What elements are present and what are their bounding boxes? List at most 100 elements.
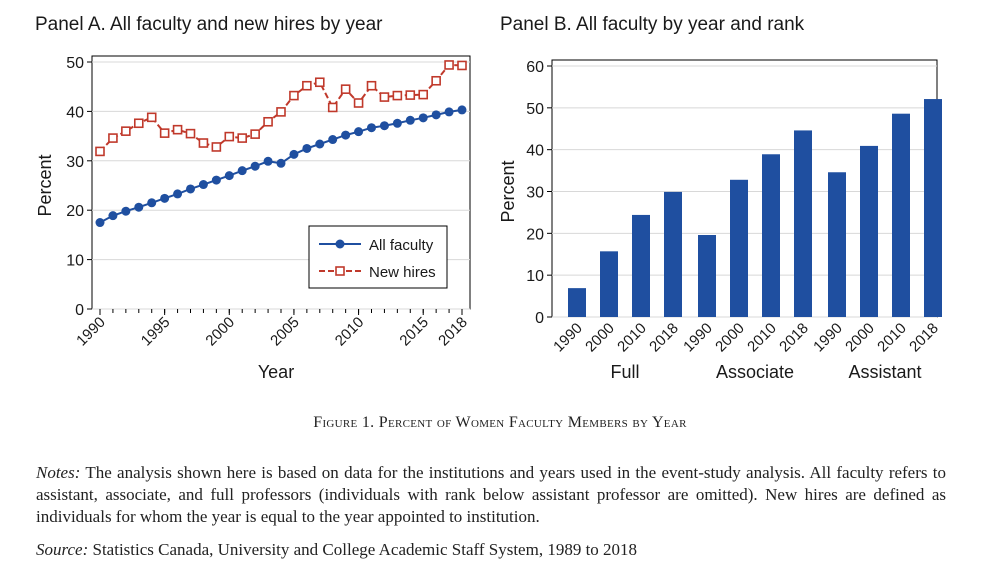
all-faculty-point <box>147 198 157 208</box>
source-label: Source: <box>36 540 89 559</box>
all-faculty-point <box>418 113 428 123</box>
panel-a-xtick-label: 2010 <box>332 314 368 350</box>
bar-assistant-2018 <box>924 99 942 317</box>
new-hires-point <box>418 89 429 100</box>
new-hires-point <box>457 60 467 71</box>
panel-a-ytick-label: 30 <box>66 154 84 171</box>
all-faculty-point <box>134 202 144 212</box>
panel-a-ytick-label: 0 <box>75 302 84 319</box>
panel-a-legend-box <box>308 225 448 289</box>
bar-assistant-1990 <box>828 172 846 317</box>
all-faculty-point <box>108 211 118 221</box>
new-hires-point <box>431 75 441 86</box>
panel-a-xtick-label: 1990 <box>73 314 109 350</box>
figure-caption-text: Percent of Women Faculty Members by Year <box>378 414 687 431</box>
panel-a-title: Panel A. All faculty and new hires by ye… <box>35 14 383 35</box>
legend-label-new-hires: New hires <box>369 264 436 281</box>
new-hires-point <box>185 128 196 139</box>
panel-a-ytick-label: 50 <box>66 55 84 72</box>
new-hires-point <box>121 126 131 136</box>
new-hires-point <box>263 116 273 127</box>
panel-a-xtick-label: 2005 <box>267 314 303 350</box>
all-faculty-point <box>250 161 260 171</box>
all-faculty-point <box>302 143 312 153</box>
all-faculty-point <box>315 139 325 149</box>
new-hires-point <box>159 128 170 138</box>
new-hires-point <box>237 133 248 143</box>
panel-b-ytick-label: 10 <box>526 268 544 285</box>
panel-a-xtick-label: 2018 <box>435 314 471 350</box>
all-faculty-point <box>121 206 131 216</box>
panel-b-xtick-label: 2000 <box>842 320 878 356</box>
new-hires-point <box>405 90 416 100</box>
bar-full-2018 <box>664 191 682 317</box>
bar-associate-2018 <box>794 130 812 317</box>
panel-b-xtick-label: 2018 <box>906 320 942 356</box>
panel-b-ytick-label: 20 <box>526 226 544 243</box>
new-hires-point <box>314 77 325 88</box>
panel-b-xtick-label: 1990 <box>810 320 846 356</box>
new-hires-point <box>444 60 454 70</box>
bar-associate-1990 <box>698 235 716 317</box>
all-faculty-point <box>431 110 441 120</box>
all-faculty-point <box>276 158 286 168</box>
figure-source: Source: Statistics Canada, University an… <box>36 540 637 560</box>
group-label-assistant: Assistant <box>848 362 921 382</box>
group-label-full: Full <box>610 362 639 382</box>
all-faculty-point <box>186 184 195 194</box>
legend-marker-new-hires <box>335 266 345 276</box>
panel-b-bar-chart: 0102030405060Percent1990200020102018Full… <box>498 59 942 382</box>
all-faculty-point <box>405 115 415 125</box>
all-faculty-point <box>237 166 247 176</box>
new-hires-point <box>146 112 157 123</box>
panel-b-title: Panel B. All faculty by year and rank <box>500 14 805 35</box>
bar-associate-2010 <box>762 154 780 317</box>
new-hires-point <box>224 131 235 142</box>
new-hires-point <box>198 138 209 148</box>
all-faculty-point <box>367 123 376 133</box>
new-hires-point <box>392 90 403 101</box>
new-hires-point <box>327 102 338 113</box>
bar-assistant-2010 <box>892 113 910 317</box>
bar-full-1990 <box>568 288 586 317</box>
bar-assistant-2000 <box>860 145 878 317</box>
new-hires-point <box>289 90 299 101</box>
all-faculty-point <box>444 107 454 117</box>
panel-a-yaxis-label: Percent <box>35 154 55 216</box>
all-faculty-point <box>95 218 105 228</box>
new-hires-point <box>353 98 364 108</box>
all-faculty-point <box>263 156 273 166</box>
panel-b-xtick-label: 2010 <box>744 320 780 356</box>
all-faculty-point <box>173 189 183 199</box>
panel-b-xtick-label: 2010 <box>874 320 910 356</box>
group-label-associate: Associate <box>716 362 794 382</box>
panel-a-ytick-label: 20 <box>66 203 84 220</box>
new-hires-point <box>108 133 118 143</box>
source-text: Statistics Canada, University and Colleg… <box>92 540 638 559</box>
new-hires-point <box>379 92 390 102</box>
panel-b-ytick-label: 60 <box>526 59 544 76</box>
notes-text: The analysis shown here is based on data… <box>36 463 946 526</box>
all-faculty-point <box>354 127 364 137</box>
legend-label-all-faculty: All faculty <box>369 237 434 254</box>
panel-a-xtick-label: 2015 <box>396 314 432 350</box>
legend-marker-all-faculty <box>335 239 345 249</box>
new-hires-point <box>366 80 377 91</box>
bar-full-2010 <box>632 214 650 317</box>
all-faculty-point <box>211 175 221 185</box>
new-hires-point <box>302 80 312 91</box>
panel-b-ytick-label: 30 <box>526 185 544 202</box>
panel-b-xtick-label: 1990 <box>550 320 586 356</box>
panel-a-line-chart: 0 10 20 30 40 50 1990 1995 2000 2005 2010 2015 2018 Y… <box>35 55 471 382</box>
panel-a-ytick-label: 40 <box>66 104 84 121</box>
new-hires-point <box>340 84 351 94</box>
all-faculty-point <box>379 121 389 131</box>
new-hires-point <box>211 142 222 152</box>
new-hires-point <box>95 146 105 157</box>
panel-b-xtick-label: 2000 <box>582 320 618 356</box>
panel-b-ytick-label: 40 <box>526 143 544 160</box>
panel-b-ytick-label: 0 <box>535 310 544 327</box>
new-hires-point <box>276 107 286 117</box>
panel-a-xtick-label: 2000 <box>202 314 238 350</box>
